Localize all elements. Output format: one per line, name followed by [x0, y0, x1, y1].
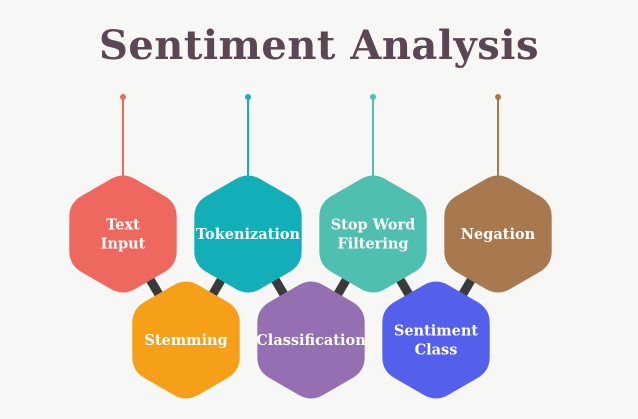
hexagon-shape-negation: [444, 175, 552, 293]
hexagon-label-stemming: Stemming: [144, 332, 227, 349]
hexagon-label-tokenization: Tokenization: [196, 226, 301, 243]
hexagon-label-sentiment-class: Sentiment: [394, 323, 479, 340]
hexagon-shape-stemming: [132, 281, 240, 399]
diagram-title: Sentiment Analysis: [98, 22, 540, 69]
hexagon-shape-text-input: [69, 175, 177, 293]
hexagon-shape-classification: [257, 281, 365, 399]
pin-dot-text-input: [120, 94, 126, 100]
hexagon-classification: Classification: [256, 281, 366, 399]
hexagon-layer: Text Input Tokenization Stop Word Filtering N…: [69, 175, 552, 399]
hexagon-text-input: Text Input: [69, 175, 177, 293]
hexagon-shape-sentiment-class: [382, 281, 490, 399]
hexagon-label-text-input: Text: [106, 217, 140, 234]
hexagon-label-stop-word-filtering: Stop Word: [331, 217, 416, 234]
hexagon-label-stop-word-filtering: Filtering: [337, 236, 408, 253]
hexagon-negation: Negation: [444, 175, 552, 293]
hexagon-stemming: Stemming: [132, 281, 240, 399]
hexagon-tokenization: Tokenization: [194, 175, 302, 293]
hexagon-label-negation: Negation: [461, 226, 536, 243]
hexagon-label-text-input: Input: [101, 236, 146, 253]
hexagon-shape-stop-word-filtering: [319, 175, 427, 293]
hexagon-sentiment-class: Sentiment Class: [382, 281, 490, 399]
pin-dot-tokenization: [245, 94, 251, 100]
hexagon-stop-word-filtering: Stop Word Filtering: [319, 175, 427, 293]
hexagon-label-sentiment-class: Class: [415, 342, 458, 359]
pin-layer: [120, 94, 501, 176]
pin-dot-stop-word-filtering: [370, 94, 376, 100]
pin-dot-negation: [495, 94, 501, 100]
hexagon-shape-tokenization: [194, 175, 302, 293]
hexagon-label-classification: Classification: [256, 332, 366, 349]
